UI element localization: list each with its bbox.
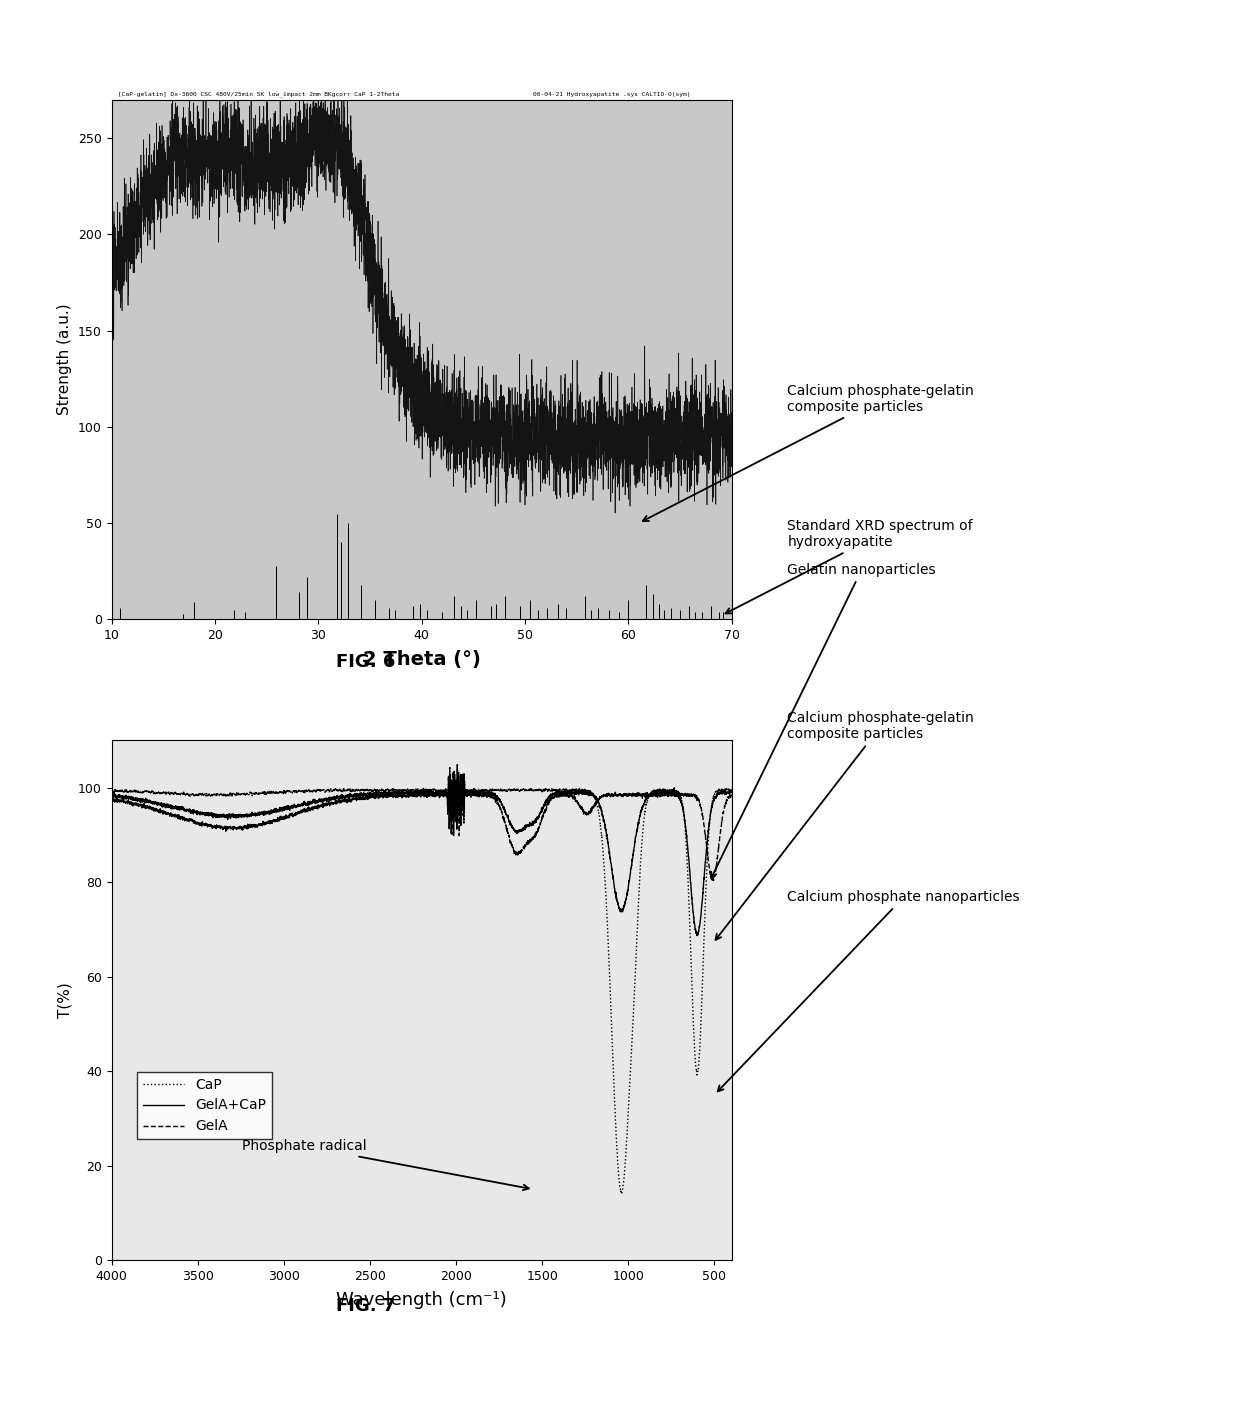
- Legend: CaP, GelA+CaP, GelA: CaP, GelA+CaP, GelA: [138, 1072, 272, 1139]
- Text: Calcium phosphate nanoparticles: Calcium phosphate nanoparticles: [718, 890, 1021, 1091]
- GelA+CaP: [724, 783, 739, 800]
- Text: FIG. 7: FIG. 7: [336, 1297, 396, 1314]
- GelA: [666, 786, 681, 803]
- CaP: [615, 1185, 630, 1202]
- X-axis label: Wavelength (cm⁻¹): Wavelength (cm⁻¹): [336, 1292, 507, 1309]
- GelA+CaP: [278, 802, 293, 819]
- GelA+CaP: [104, 789, 119, 806]
- CaP: [666, 783, 681, 800]
- Line: GelA+CaP: GelA+CaP: [112, 765, 732, 936]
- CaP: [724, 780, 739, 797]
- GelA+CaP: [237, 807, 252, 824]
- X-axis label: 2 Theta (°): 2 Theta (°): [362, 651, 481, 669]
- CaP: [724, 782, 739, 799]
- CaP: [104, 782, 119, 799]
- Y-axis label: T(%): T(%): [57, 983, 72, 1018]
- GelA+CaP: [689, 927, 704, 944]
- Text: Calcium phosphate-gelatin
composite particles: Calcium phosphate-gelatin composite part…: [642, 383, 975, 521]
- Line: CaP: CaP: [112, 787, 732, 1193]
- GelA: [278, 809, 293, 826]
- Text: Calcium phosphate-gelatin
composite particles: Calcium phosphate-gelatin composite part…: [715, 711, 975, 940]
- CaP: [278, 783, 293, 800]
- Line: GelA: GelA: [112, 768, 732, 881]
- GelA+CaP: [724, 783, 739, 800]
- Text: 00-04-21 Hydroxyapatite .sys CALTIO-O(sym): 00-04-21 Hydroxyapatite .sys CALTIO-O(sy…: [533, 93, 691, 97]
- GelA+CaP: [479, 783, 494, 800]
- CaP: [490, 780, 505, 797]
- Text: Phosphate radical: Phosphate radical: [242, 1139, 528, 1190]
- GelA: [479, 786, 494, 803]
- Text: FIG. 6: FIG. 6: [336, 654, 396, 671]
- Y-axis label: Strength (a.u.): Strength (a.u.): [57, 303, 72, 416]
- Text: Gelatin nanoparticles: Gelatin nanoparticles: [712, 562, 936, 879]
- GelA: [724, 787, 739, 805]
- GelA: [443, 759, 458, 776]
- GelA: [706, 873, 720, 890]
- GelA: [237, 817, 252, 834]
- GelA: [724, 786, 739, 803]
- GelA+CaP: [490, 790, 505, 807]
- CaP: [479, 780, 494, 797]
- CaP: [387, 779, 402, 796]
- CaP: [237, 786, 252, 803]
- GelA+CaP: [666, 783, 681, 800]
- Text: [CaP-gelatin] Dx-3600 CSC 480V/25min 5K low_impact 2mm BKgcorr CaP 1-2Theta: [CaP-gelatin] Dx-3600 CSC 480V/25min 5K …: [118, 91, 399, 97]
- Text: Standard XRD spectrum of
hydroxyapatite: Standard XRD spectrum of hydroxyapatite: [725, 518, 973, 614]
- GelA: [104, 792, 119, 809]
- GelA+CaP: [450, 756, 465, 773]
- GelA: [490, 795, 505, 812]
